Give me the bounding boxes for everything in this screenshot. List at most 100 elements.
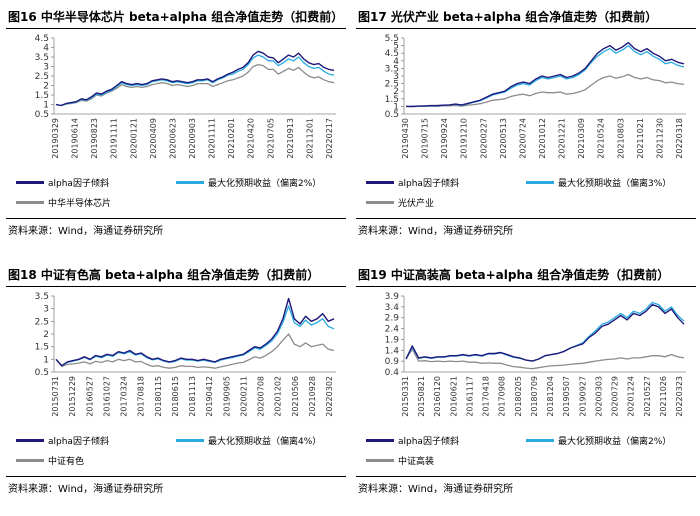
x-tick-label: 20190507 [562, 376, 571, 417]
legend-item-max-return: 最大化预期收益（偏离2%） [526, 434, 671, 447]
x-tick-label: 20170908 [498, 376, 507, 417]
legend-swatch [366, 201, 394, 204]
chart-panel-19: 图19 中证高装高 beta+alpha 组合净值走势（扣费前） 0.4 0.9 1… [356, 264, 696, 514]
x-tick-label: 20160527 [85, 376, 94, 417]
series-line [405, 348, 685, 370]
legend-label: 中证高装 [398, 457, 435, 467]
series-line [405, 304, 685, 362]
line-chart: 0.5 1 1.5 2 2.5 3 3.5 20150731 20151229 20160527 2… [35, 292, 336, 417]
x-tick-label: 20220302 [325, 376, 334, 417]
legend-item-index: 光伏产业 [366, 196, 434, 209]
x-tick-label: 20190927 [578, 376, 587, 417]
legend-item-alpha: alpha因子倾斜 [366, 434, 459, 447]
x-tick-label: 20211021 [636, 118, 645, 159]
legend-label: 光伏产业 [398, 199, 435, 209]
x-tick-label: 20200708 [257, 376, 266, 417]
series-line [55, 63, 335, 107]
y-tick-label: 2 [43, 82, 49, 92]
source-note: 资料来源：Wind，海通证券研究所 [8, 484, 164, 495]
y-tick-label: 1.5 [35, 91, 49, 101]
x-tick-label: 20170818 [137, 376, 146, 417]
y-tick-label: 1 [393, 102, 399, 112]
y-tick-label: 3.5 [385, 64, 399, 74]
x-tick-label: 20190430 [401, 118, 410, 159]
x-tick-label: 20220217 [325, 118, 334, 159]
y-tick-label: 4.5 [385, 49, 399, 59]
x-tick-label: 20211201 [305, 118, 314, 159]
x-tick-label: 20160621 [449, 376, 458, 417]
source-rule [6, 476, 346, 477]
y-tick-label: 2.5 [35, 317, 49, 327]
series-line [405, 73, 685, 108]
x-tick-label: 20210524 [597, 118, 606, 159]
legend-item-max-return: 最大化预期收益（偏离4%） [176, 434, 321, 447]
y-tick-label: 3.9 [385, 292, 400, 302]
title-rule [356, 28, 696, 29]
chart-title: 图16 中华半导体芯片 beta+alpha 组合净值走势（扣费前） [8, 10, 344, 24]
x-tick-label: 20190823 [90, 118, 99, 159]
x-tick-label: 20190924 [440, 118, 449, 159]
source-note: 资料来源：Wind，海通证券研究所 [358, 226, 514, 237]
x-tick-label: 20201012 [538, 118, 547, 159]
x-tick-label: 20200623 [168, 118, 177, 159]
x-tick-label: 20170324 [120, 376, 129, 417]
chart-panel-17: 图17 光伏产业 beta+alpha 组合净值走势（扣费前） 0.5 1 1.5 2… [356, 6, 696, 256]
chart-title: 图18 中证有色高 beta+alpha 组合净值走势（扣费前） [8, 268, 320, 282]
chart-title: 图17 光伏产业 beta+alpha 组合净值走势（扣费前） [358, 10, 658, 24]
x-tick-label: 20200211 [239, 376, 248, 417]
x-tick-label: 20200303 [594, 376, 603, 417]
legend-label: alpha因子倾斜 [398, 179, 459, 189]
x-tick-label: 20191111 [110, 118, 119, 159]
legend-item-max-return: 最大化预期收益（偏离3%） [526, 176, 671, 189]
y-tick-label: 5.5 [385, 34, 399, 44]
x-tick-label: 20170418 [482, 376, 491, 417]
title-rule [6, 286, 346, 287]
title-rule [356, 286, 696, 287]
x-tick-label: 20161027 [102, 376, 111, 417]
legend-label: alpha因子倾斜 [48, 437, 109, 447]
y-tick-label: 4 [393, 57, 399, 67]
y-tick-label: 4 [43, 44, 49, 54]
x-tick-label: 20150331 [401, 376, 410, 417]
x-tick-label: 20210420 [247, 118, 256, 159]
y-tick-label: 1 [43, 101, 49, 111]
y-tick-label: 1 [43, 355, 49, 365]
legend-swatch [176, 181, 204, 184]
y-tick-label: 0.5 [385, 110, 399, 120]
x-tick-label: 20210201 [227, 118, 236, 159]
y-tick-label: 2 [393, 87, 399, 97]
x-tick-label: 20190905 [222, 376, 231, 417]
x-tick-label: 20200409 [149, 118, 158, 159]
y-tick-label: 0.9 [385, 357, 400, 367]
y-tick-label: 2.5 [35, 72, 49, 82]
legend-label: 最大化预期收益（偏离3%） [558, 179, 672, 189]
legend-label: 最大化预期收益（偏离2%） [558, 437, 672, 447]
x-tick-label: 20190412 [205, 376, 214, 417]
legend-label: 最大化预期收益（偏离4%） [208, 437, 322, 447]
legend-label: 最大化预期收益（偏离2%） [208, 179, 322, 189]
legend-label: alpha因子倾斜 [398, 437, 459, 447]
x-tick-label: 20201202 [274, 376, 283, 417]
x-tick-label: 20220323 [675, 376, 684, 417]
legend-item-index: 中华半导体芯片 [16, 196, 111, 209]
y-tick-label: 3 [393, 72, 399, 82]
legend-item-index: 中证有色 [16, 454, 84, 467]
y-tick-label: 3 [43, 305, 49, 315]
y-tick-label: 4.5 [35, 34, 49, 44]
y-tick-label: 1.9 [385, 335, 400, 345]
x-tick-label: 20180205 [514, 376, 523, 417]
legend-item-alpha: alpha因子倾斜 [16, 176, 109, 189]
x-tick-label: 20211230 [655, 118, 664, 159]
x-tick-label: 20200121 [129, 118, 138, 159]
x-tick-label: 20210527 [643, 376, 652, 417]
source-rule [6, 218, 346, 219]
series-line [406, 41, 685, 108]
x-tick-label: 20200513 [499, 118, 508, 159]
x-tick-label: 20181113 [188, 376, 197, 417]
legend-swatch [16, 181, 44, 184]
chart-panel-18: 图18 中证有色高 beta+alpha 组合净值走势（扣费前） 0.5 1 1.5… [6, 264, 346, 514]
x-tick-label: 20180615 [171, 376, 180, 417]
x-tick-label: 20200227 [479, 118, 488, 159]
source-rule [356, 218, 696, 219]
y-tick-label: 0.5 [35, 110, 49, 120]
